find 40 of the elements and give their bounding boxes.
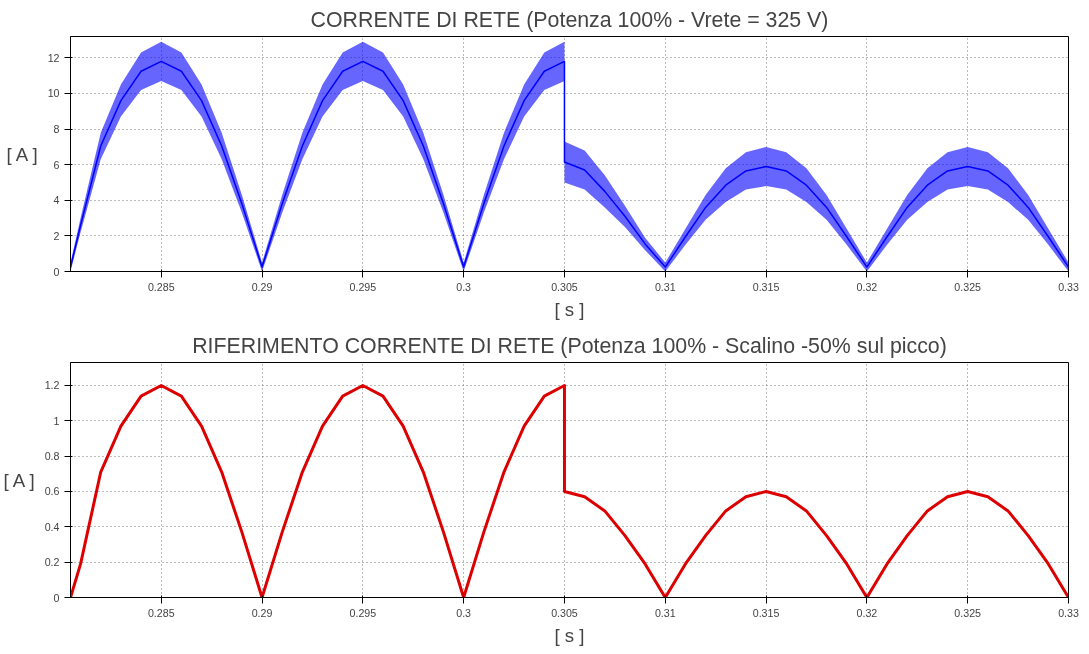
y-tick-label: 1 [53, 414, 60, 427]
x-tick-label: 0.31 [654, 280, 676, 293]
y-axis-title: [ A ] [6, 143, 38, 165]
y-tick-label: 4 [53, 194, 60, 207]
x-tick-label: 0.3 [456, 606, 472, 619]
y-tick-label: 1.2 [44, 379, 60, 392]
x-tick-label: 0.32 [856, 280, 878, 293]
x-tick-label: 0.33 [1058, 280, 1079, 293]
x-tick-label: 0.315 [752, 606, 780, 619]
x-tick-label: 0.295 [349, 280, 377, 293]
x-tick-label: 0.305 [551, 606, 578, 619]
x-tick-label: 0.31 [654, 606, 676, 619]
x-tick-label: 0.33 [1058, 606, 1079, 619]
y-tick-label: 0.2 [44, 556, 60, 569]
x-tick-label: 0.3 [456, 280, 472, 293]
y-tick-label: 0 [53, 265, 60, 278]
x-tick-label: 0.305 [551, 280, 578, 293]
chart-title: RIFERIMENTO CORRENTE DI RETE (Potenza 100% - Scalino -50% sul picco) [192, 333, 947, 358]
y-tick-label: 12 [47, 51, 60, 64]
x-tick-label: 0.285 [147, 280, 175, 293]
x-tick-label: 0.325 [954, 280, 982, 293]
y-tick-label: 8 [53, 123, 60, 136]
chart-title: CORRENTE DI RETE (Potenza 100% - Vrete = 325 V) [310, 7, 829, 32]
y-tick-label: 0.4 [44, 520, 60, 533]
x-axis-title: [ s ] [554, 624, 585, 646]
x-tick-label: 0.29 [251, 606, 273, 619]
y-tick-label: 2 [53, 229, 60, 242]
x-tick-label: 0.285 [147, 606, 175, 619]
y-tick-label: 10 [47, 87, 60, 100]
x-tick-label: 0.325 [954, 606, 982, 619]
y-tick-label: 0.6 [44, 485, 60, 498]
y-tick-label: 0 [53, 591, 60, 604]
y-tick-label: 6 [53, 158, 60, 171]
x-axis-title: [ s ] [554, 298, 585, 320]
x-tick-label: 0.315 [752, 280, 780, 293]
y-axis-title: [ A ] [3, 469, 35, 491]
x-tick-label: 0.295 [349, 606, 377, 619]
x-tick-label: 0.32 [856, 606, 878, 619]
x-tick-label: 0.29 [251, 280, 273, 293]
y-tick-label: 0.8 [44, 450, 60, 463]
